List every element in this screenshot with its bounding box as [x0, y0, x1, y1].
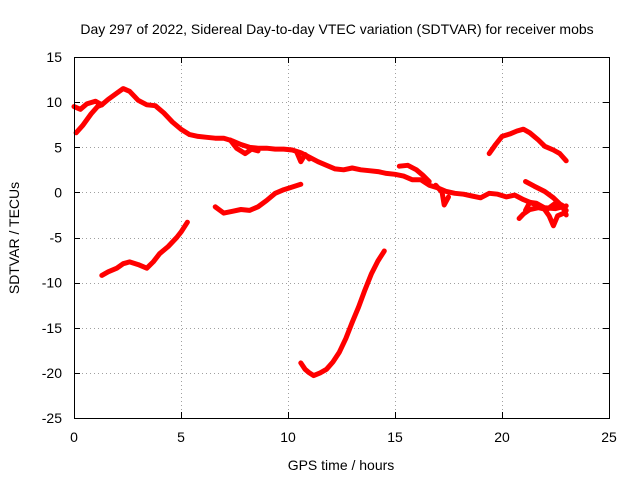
y-tick-label: -10: [42, 275, 62, 291]
series-line-spur-17h: [433, 182, 451, 208]
y-tick-label: 5: [54, 139, 62, 155]
x-tick-label: 20: [494, 429, 510, 445]
x-axis-label: GPS time / hours: [288, 457, 395, 473]
y-tick-label: 15: [46, 49, 62, 65]
series-line-late-spread-c: [523, 179, 569, 213]
x-tick-label: 15: [387, 429, 403, 445]
series-line-spur-15h: [396, 162, 432, 184]
x-tick-label: 0: [70, 429, 78, 445]
series-line-afternoon-bump: [486, 126, 569, 164]
series-line-early-rise: [73, 102, 105, 136]
data-series: [71, 86, 569, 379]
x-tick-label: 25: [601, 429, 617, 445]
grid-lines: [74, 57, 609, 418]
y-tick-label: 0: [54, 184, 62, 200]
y-tick-label: -20: [42, 365, 62, 381]
y-tick-label: -5: [50, 230, 63, 246]
y-axis-label: SDTVAR / TECUs: [6, 182, 22, 294]
x-tick-label: 10: [280, 429, 296, 445]
series-line-deep-dip: [298, 248, 387, 379]
series-line-spur-10h: [294, 149, 312, 165]
y-tick-labels: -25 -20 -15 -10 -5 0 5 10 15: [42, 49, 62, 426]
plot-frame: [74, 57, 610, 419]
x-tick-label: 5: [177, 429, 185, 445]
y-tick-label: 10: [46, 94, 62, 110]
axis-ticks: [74, 57, 610, 419]
series-line-low-arc: [99, 219, 190, 278]
y-tick-label: -25: [42, 410, 62, 426]
chart-title: Day 297 of 2022, Sidereal Day-to-day VTE…: [80, 21, 593, 37]
x-tick-labels: 0 5 10 15 20 25: [70, 429, 617, 445]
series-line-mid-branch: [227, 137, 261, 157]
y-tick-label: -15: [42, 320, 62, 336]
series-line-rise-7h: [212, 181, 304, 216]
